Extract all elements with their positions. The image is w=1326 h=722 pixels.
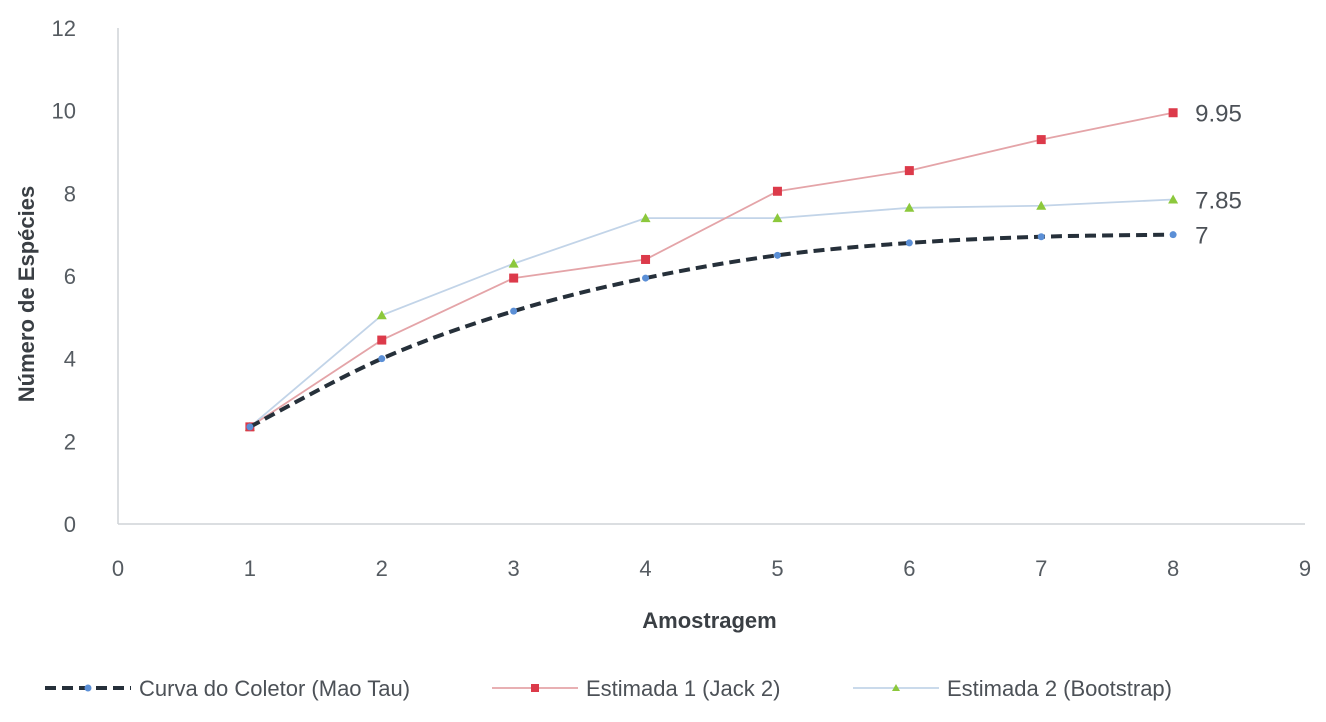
data-point bbox=[1169, 231, 1177, 239]
data-point bbox=[772, 213, 783, 223]
legend-marker bbox=[531, 684, 539, 692]
y-tick-label: 8 bbox=[64, 181, 76, 206]
data-point bbox=[905, 239, 913, 247]
data-point bbox=[509, 273, 519, 283]
legend-label: Estimada 2 (Bootstrap) bbox=[947, 676, 1172, 701]
series-estimada-1-jack-2 bbox=[245, 108, 1178, 432]
data-point bbox=[1036, 135, 1046, 145]
y-tick-label: 4 bbox=[64, 347, 76, 372]
legend: Curva do Coletor (Mao Tau) Estimada 1 (Ja… bbox=[45, 676, 1172, 701]
data-label: 9.95 bbox=[1195, 101, 1242, 128]
data-point bbox=[1168, 194, 1179, 204]
y-tick-labels: 0 2 4 6 8 10 12 bbox=[52, 16, 76, 537]
data-point bbox=[772, 186, 782, 196]
legend-label: Curva do Coletor (Mao Tau) bbox=[139, 676, 410, 701]
data-point bbox=[510, 307, 518, 315]
data-point bbox=[1036, 200, 1047, 210]
y-tick-label: 10 bbox=[52, 99, 76, 124]
x-tick-label: 7 bbox=[1035, 556, 1047, 581]
x-axis-title: Amostragem bbox=[642, 608, 776, 633]
data-point bbox=[642, 274, 650, 282]
data-point bbox=[508, 258, 519, 268]
data-point bbox=[1168, 108, 1178, 118]
data-point bbox=[640, 213, 651, 223]
x-tick-label: 1 bbox=[244, 556, 256, 581]
data-point bbox=[904, 166, 914, 176]
data-label: 7 bbox=[1195, 223, 1208, 250]
data-point bbox=[773, 251, 781, 259]
data-point bbox=[376, 310, 387, 320]
y-tick-label: 6 bbox=[64, 264, 76, 289]
data-label: 7.85 bbox=[1195, 188, 1242, 215]
y-tick-label: 2 bbox=[64, 429, 76, 454]
legend-item: Estimada 2 (Bootstrap) bbox=[853, 676, 1172, 701]
data-point bbox=[377, 335, 387, 345]
axes bbox=[117, 28, 1305, 525]
data-point bbox=[378, 355, 386, 363]
data-point bbox=[641, 254, 651, 264]
series-estimada-2-bootstrap bbox=[244, 194, 1179, 431]
legend-marker bbox=[892, 684, 900, 691]
legend-item: Curva do Coletor (Mao Tau) bbox=[45, 676, 410, 701]
y-tick-label: 0 bbox=[64, 512, 76, 537]
legend-marker bbox=[84, 684, 92, 692]
data-point bbox=[246, 423, 254, 431]
legend-label: Estimada 1 (Jack 2) bbox=[586, 676, 780, 701]
x-tick-label: 0 bbox=[112, 556, 124, 581]
series-line bbox=[248, 232, 1174, 429]
y-axis-title: Número de Espécies bbox=[14, 186, 39, 402]
data-point bbox=[904, 202, 915, 212]
x-tick-label: 5 bbox=[771, 556, 783, 581]
x-tick-label: 2 bbox=[376, 556, 388, 581]
x-tick-labels: 0 1 2 3 4 5 6 7 8 9 bbox=[112, 556, 1311, 581]
legend-item: Estimada 1 (Jack 2) bbox=[492, 676, 780, 701]
x-tick-label: 3 bbox=[508, 556, 520, 581]
x-tick-label: 6 bbox=[903, 556, 915, 581]
series-line bbox=[249, 198, 1174, 428]
y-tick-label: 12 bbox=[52, 16, 76, 41]
x-tick-label: 9 bbox=[1299, 556, 1311, 581]
data-point bbox=[1037, 233, 1045, 241]
x-tick-label: 4 bbox=[639, 556, 651, 581]
series-line bbox=[249, 111, 1174, 428]
end-data-labels: 7 9.95 7.85 bbox=[1195, 101, 1242, 250]
series-curva-do-coletor-mao-tau bbox=[246, 231, 1177, 431]
x-tick-label: 8 bbox=[1167, 556, 1179, 581]
series-lines bbox=[244, 108, 1179, 432]
